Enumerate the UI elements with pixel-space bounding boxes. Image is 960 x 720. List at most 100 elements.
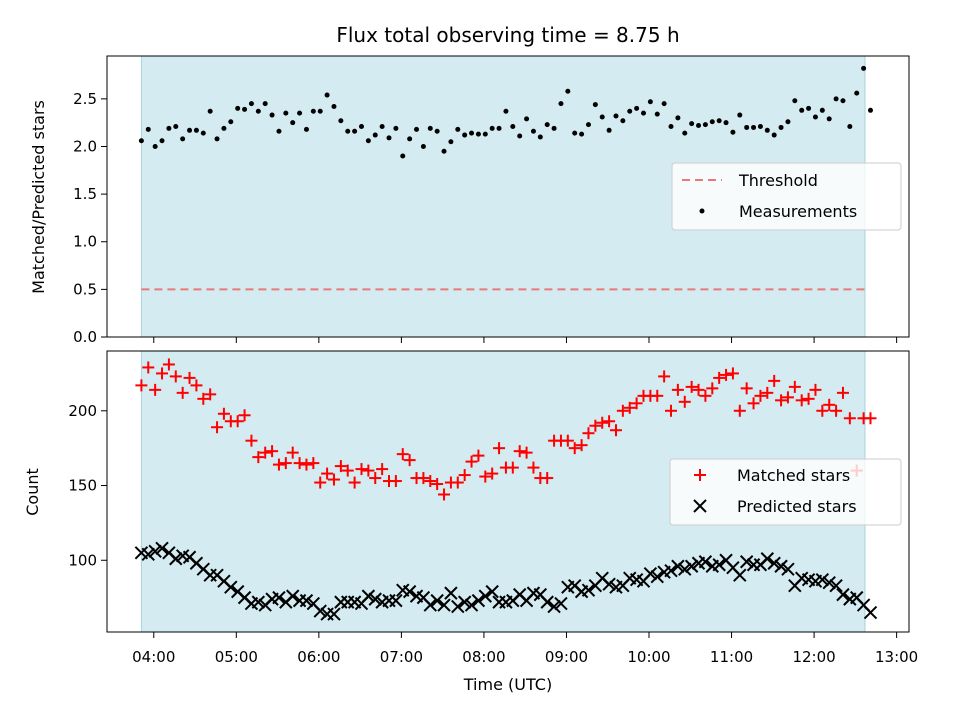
measurement-point <box>764 127 770 133</box>
bottom-legend: Matched stars Predicted stars <box>669 458 902 526</box>
predicted-star-point <box>389 593 403 608</box>
measurement-point <box>606 127 612 133</box>
measurement-point <box>778 124 784 130</box>
matched-star-point <box>823 398 836 411</box>
legend-measurements-swatch <box>699 208 705 214</box>
measurement-point <box>427 125 433 131</box>
measurement-point <box>641 110 647 116</box>
predicted-star-point <box>457 595 472 609</box>
predicted-star-point <box>402 584 417 599</box>
matched-star-point <box>561 434 574 447</box>
matched-star-point <box>293 457 306 470</box>
matched-star-point <box>527 461 540 474</box>
measurement-point <box>187 127 193 133</box>
predicted-star-point <box>430 593 444 608</box>
measurement-point <box>585 122 591 128</box>
measurement-point <box>255 108 261 114</box>
predicted-star-point <box>471 593 486 608</box>
matched-star-point <box>266 445 279 458</box>
measurement-point <box>365 138 371 144</box>
bottom-y-axis-label: Count <box>23 468 42 516</box>
measurement-point <box>579 131 585 137</box>
matched-star-point <box>609 424 622 437</box>
measurement-point <box>572 130 578 136</box>
predicted-star-point <box>698 555 713 569</box>
measurement-point <box>716 118 722 124</box>
predicted-star-point <box>437 598 451 612</box>
legend-threshold-label: Threshold <box>738 171 818 190</box>
matched-star-point <box>541 472 554 485</box>
matched-star-point <box>582 427 595 440</box>
measurement-point <box>407 136 413 142</box>
matched-star-point <box>369 472 382 485</box>
matched-star-point <box>438 488 451 501</box>
measurement-point <box>290 120 296 126</box>
measurement-point <box>785 119 791 125</box>
predicted-star-point <box>781 562 795 576</box>
matched-star-point <box>431 478 444 491</box>
matched-star-point <box>135 379 148 392</box>
measurement-point <box>193 127 199 133</box>
top-y-tick-label: 1.0 <box>73 233 97 251</box>
measurement-point <box>620 118 626 124</box>
measurement-point <box>214 136 220 142</box>
x-tick-label: 12:00 <box>792 648 835 666</box>
predicted-star-point <box>774 559 788 573</box>
measurement-point <box>173 123 179 129</box>
measurement-point <box>269 112 275 118</box>
matched-star-point <box>486 467 499 480</box>
measurement-point <box>496 125 502 131</box>
matched-star-point <box>479 470 492 483</box>
predicted-star-point <box>286 589 300 603</box>
measurement-point <box>455 126 461 132</box>
legend-matched-label: Matched stars <box>737 466 850 485</box>
matched-star-point <box>836 386 849 399</box>
measurement-point <box>489 125 495 131</box>
matched-star-point <box>699 389 712 402</box>
matched-star-point <box>197 392 210 405</box>
measurement-point <box>634 105 640 111</box>
measurement-point <box>709 119 715 125</box>
predicted-star-point <box>444 586 458 600</box>
predicted-star-point <box>643 567 658 581</box>
measurement-point <box>372 132 378 138</box>
matched-star-point <box>149 383 162 396</box>
matched-star-point <box>665 404 678 417</box>
legend-measurements-label: Measurements <box>739 202 857 221</box>
measurement-point <box>592 102 598 108</box>
measurement-point <box>696 123 702 129</box>
measurement-point <box>462 132 468 138</box>
predicted-star-point <box>169 552 183 566</box>
measurement-point <box>221 125 227 131</box>
measurement-point <box>517 133 523 139</box>
measurement-point <box>599 114 605 120</box>
matched-star-point <box>692 383 705 396</box>
matched-star-point <box>451 476 464 489</box>
predicted-star-point <box>368 592 382 606</box>
predicted-star-point <box>148 544 162 558</box>
predicted-star-point <box>602 577 616 591</box>
matched-star-point <box>671 383 684 396</box>
predicted-star-point <box>224 580 238 594</box>
matched-star-point <box>286 446 299 459</box>
matched-star-point <box>389 475 402 488</box>
matched-star-point <box>204 388 217 401</box>
matched-star-point <box>314 476 327 489</box>
matched-star-point <box>458 469 471 482</box>
predicted-star-point <box>581 583 596 597</box>
predicted-star-point <box>829 578 843 593</box>
predicted-star-point <box>251 595 266 609</box>
measurement-point <box>826 116 832 122</box>
measurement-point <box>469 130 475 136</box>
measurement-point <box>242 106 248 112</box>
measurement-point <box>317 108 323 114</box>
top-y-tick-label: 1.5 <box>73 185 97 203</box>
measurement-point <box>441 148 447 154</box>
top-y-axis: 0.0 0.5 1.0 1.5 2.0 2.5 <box>73 90 107 346</box>
x-tick-label: 10:00 <box>627 648 670 666</box>
x-tick-label: 05:00 <box>215 648 258 666</box>
measurement-point <box>558 101 564 107</box>
measurement-point <box>228 119 234 125</box>
measurement-point <box>145 126 151 132</box>
matched-star-point <box>775 394 788 407</box>
